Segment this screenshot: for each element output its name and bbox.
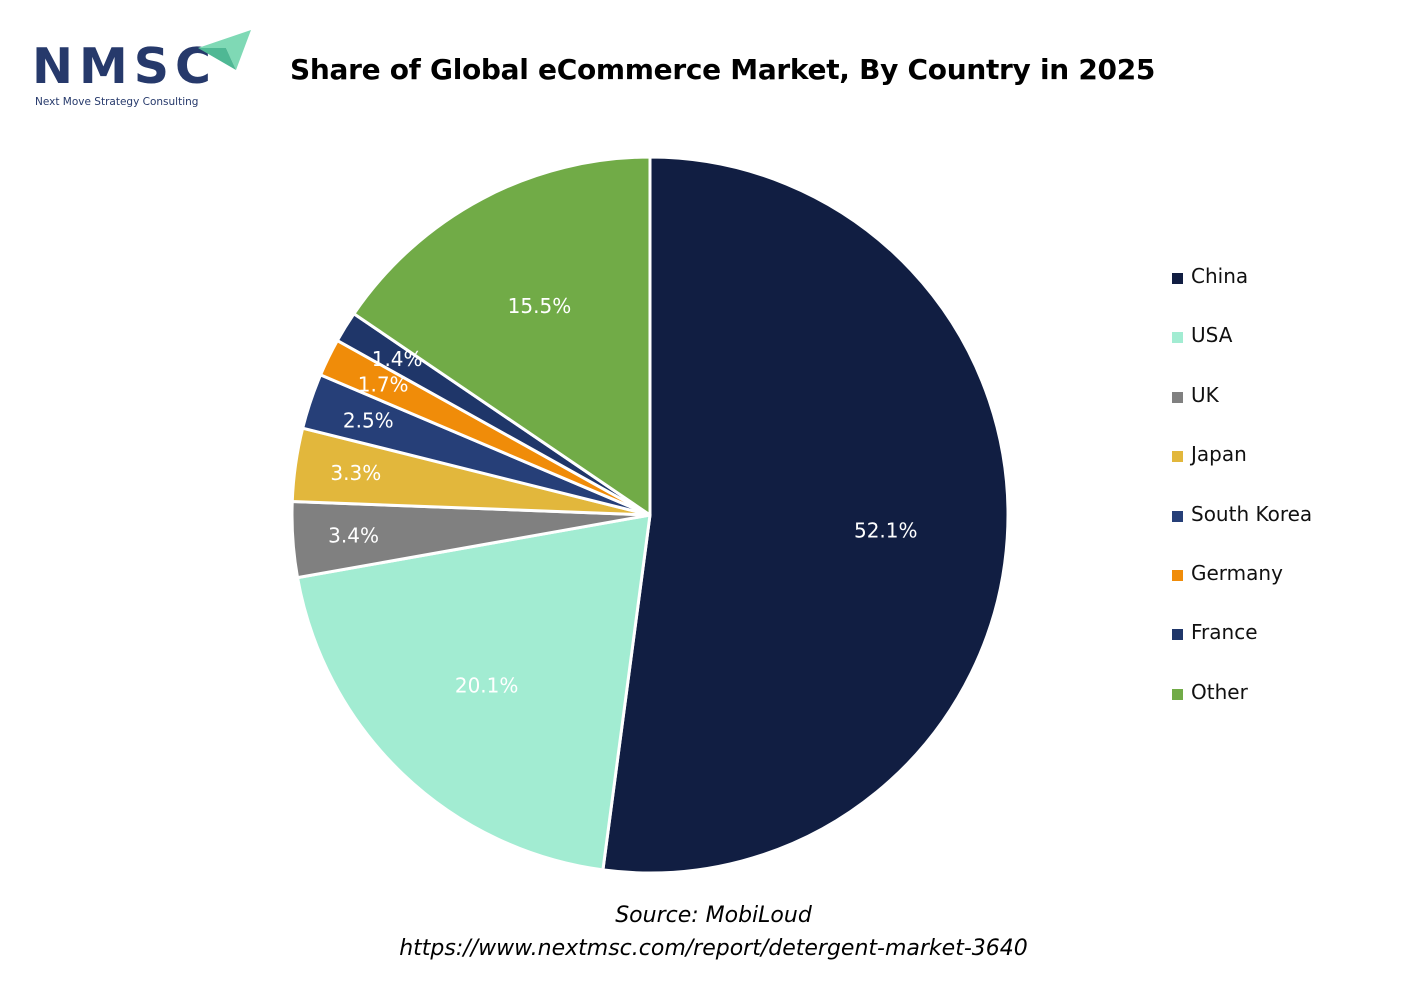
data-label-china: 52.1%: [854, 519, 918, 543]
company-logo: NMSC Next Move Strategy Consulting: [32, 28, 251, 112]
paper-plane-icon: [198, 30, 251, 70]
logo-wordmark: NMSC: [32, 38, 218, 95]
data-label-south-korea: 2.5%: [343, 409, 394, 433]
legend-item-china: China: [1172, 264, 1312, 323]
pie-slice-usa: [296, 513, 652, 872]
legend-item-usa: USA: [1172, 323, 1312, 382]
legend-label: Germany: [1191, 560, 1283, 585]
source-url: https://www.nextmsc.com/report/detergent…: [399, 936, 1028, 961]
legend-swatch: [1172, 569, 1183, 581]
legend-swatch: [1172, 510, 1183, 522]
legend-item-uk: UK: [1172, 383, 1312, 442]
legend-swatch: [1172, 391, 1183, 403]
legend-label: Japan: [1191, 442, 1247, 467]
legend-label: France: [1191, 620, 1258, 645]
data-label-germany: 1.7%: [358, 372, 409, 396]
chart-title: Share of Global eCommerce Market, By Cou…: [290, 53, 1156, 86]
chart-legend: China USA UK Japan South Korea Germany France O…: [1172, 264, 1312, 739]
legend-item-france: France: [1172, 620, 1312, 679]
pie-slice-other: [352, 155, 652, 517]
data-label-japan: 3.3%: [330, 461, 381, 485]
data-label-uk: 3.4%: [328, 524, 379, 548]
logo-subtitle: Next Move Strategy Consulting: [35, 96, 199, 108]
legend-label: Other: [1191, 679, 1248, 704]
legend-item-germany: Germany: [1172, 561, 1312, 620]
legend-label: USA: [1191, 323, 1233, 348]
legend-label: South Korea: [1191, 501, 1313, 526]
legend-item-other: Other: [1172, 680, 1312, 739]
legend-item-japan: Japan: [1172, 442, 1312, 501]
legend-swatch: [1172, 332, 1183, 344]
legend-swatch: [1172, 688, 1183, 700]
data-label-france: 1.4%: [372, 347, 423, 371]
pie-slice-china: [601, 155, 1010, 875]
legend-swatch: [1172, 629, 1183, 641]
data-label-usa: 20.1%: [455, 674, 519, 698]
legend-item-south-korea: South Korea: [1172, 502, 1312, 561]
legend-swatch: [1172, 273, 1183, 284]
source-text: Source: MobiLoud: [615, 903, 812, 928]
data-label-other: 15.5%: [508, 294, 572, 318]
legend-swatch: [1172, 451, 1183, 463]
legend-label: China: [1191, 264, 1249, 288]
legend-label: UK: [1191, 382, 1219, 407]
